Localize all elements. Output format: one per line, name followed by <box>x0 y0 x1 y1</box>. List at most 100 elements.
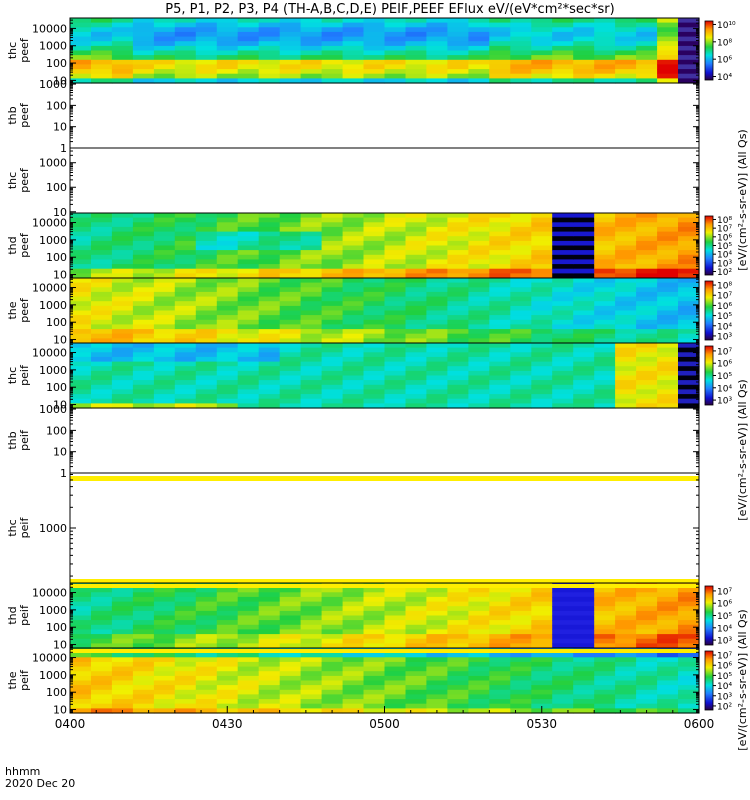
heatmap-cell <box>153 217 176 223</box>
heatmap-cell <box>216 685 239 691</box>
heatmap-cell <box>70 213 92 219</box>
heatmap-cell <box>468 620 490 626</box>
heatmap-cell <box>468 41 490 47</box>
heatmap-cell <box>489 699 511 705</box>
heatmap-cell <box>342 643 365 649</box>
heatmap-cell <box>237 587 260 593</box>
heatmap-cell <box>636 69 658 75</box>
heatmap-cell <box>594 319 616 325</box>
heatmap-cell <box>552 254 574 260</box>
heatmap-cell <box>363 268 386 274</box>
heatmap-cell <box>573 273 595 279</box>
colorbar-tick-label: 10⁶ <box>717 600 732 610</box>
heatmap-cell <box>573 689 595 695</box>
heatmap-cell <box>594 638 616 644</box>
heatmap-cell <box>132 601 155 607</box>
heatmap-cell <box>489 333 511 339</box>
heatmap-cell <box>405 296 428 302</box>
heatmap-cell <box>132 380 155 386</box>
heatmap-cell <box>132 356 155 363</box>
heatmap-cell <box>91 217 113 223</box>
heatmap-cell <box>678 64 700 70</box>
heatmap-cell <box>111 296 134 302</box>
heatmap-cell <box>279 375 302 381</box>
heatmap-cell <box>300 361 323 367</box>
heatmap-cell <box>132 259 155 265</box>
heatmap-cell <box>279 361 302 367</box>
heatmap-cell <box>279 587 302 593</box>
heatmap-cell <box>615 338 637 344</box>
heatmap-cell <box>573 620 595 626</box>
heatmap-cell <box>510 638 532 644</box>
heatmap-cell <box>237 661 260 668</box>
heatmap-cell <box>384 319 407 325</box>
heatmap-cell <box>111 601 134 607</box>
heatmap-cell <box>447 282 469 288</box>
heatmap-cell <box>447 398 469 404</box>
heatmap-cell <box>363 370 386 377</box>
heatmap-cell <box>657 352 679 358</box>
heatmap-cell <box>615 36 637 42</box>
heatmap-cell <box>91 319 113 325</box>
heatmap-cell <box>468 403 490 409</box>
heatmap-cell <box>447 69 469 75</box>
heatmap-cell <box>195 389 218 395</box>
heatmap-cell <box>132 315 155 321</box>
heatmap-cell <box>678 296 700 302</box>
heatmap-cell <box>615 310 637 316</box>
heatmap-cell <box>615 315 637 321</box>
heatmap-cell <box>426 31 448 38</box>
heatmap-cell <box>153 380 176 386</box>
heatmap-cell <box>70 278 92 284</box>
heatmap-cell <box>678 356 700 363</box>
heatmap-cell <box>91 36 113 42</box>
heatmap-cell <box>70 231 92 237</box>
heatmap-cell <box>91 643 113 649</box>
heatmap-cell <box>111 259 134 265</box>
heatmap-cell <box>384 601 407 607</box>
heatmap-cell <box>615 685 637 691</box>
heatmap-cell <box>342 596 365 603</box>
heatmap-cell <box>489 236 511 242</box>
heatmap-cell <box>363 55 386 61</box>
heatmap-cell <box>657 305 679 312</box>
colorbar-tick-label: 10⁵ <box>717 372 732 382</box>
heatmap-cell <box>300 680 323 686</box>
heatmap-cell <box>342 699 365 705</box>
heatmap-cell <box>405 291 428 298</box>
heatmap-cell <box>195 296 218 302</box>
heatmap-cell <box>237 592 260 598</box>
heatmap-cell <box>258 296 281 302</box>
heatmap-cell <box>237 305 260 312</box>
heatmap-cell <box>153 685 176 691</box>
heatmap-cell <box>258 624 281 630</box>
heatmap-cell <box>573 338 595 344</box>
heatmap-cell <box>405 685 428 691</box>
heatmap-cell <box>594 254 616 260</box>
heatmap-cell <box>111 41 134 47</box>
heatmap-cell <box>237 694 260 700</box>
heatmap-cell <box>405 601 428 607</box>
heatmap-cell <box>153 638 176 644</box>
heatmap-cell <box>426 666 448 672</box>
heatmap-cell <box>279 41 302 47</box>
heatmap-cell <box>552 213 574 219</box>
heatmap-cell <box>405 36 428 42</box>
heatmap-cell <box>111 643 134 649</box>
heatmap-cell <box>405 398 428 404</box>
heatmap-cell <box>489 347 511 353</box>
heatmap-cell <box>573 601 595 607</box>
heatmap-cell <box>636 213 658 219</box>
heatmap-cell <box>279 310 302 316</box>
heatmap-cell <box>573 361 595 367</box>
heatmap-cell <box>594 250 616 256</box>
heatmap-cell <box>258 638 281 644</box>
heatmap-cell <box>321 245 344 251</box>
heatmap-cell <box>552 226 574 233</box>
heatmap-cell <box>552 394 574 400</box>
heatmap-cell <box>174 380 197 386</box>
heatmap-cell <box>426 287 448 293</box>
heatmap-cell <box>594 22 616 28</box>
heatmap-cell <box>258 634 281 640</box>
